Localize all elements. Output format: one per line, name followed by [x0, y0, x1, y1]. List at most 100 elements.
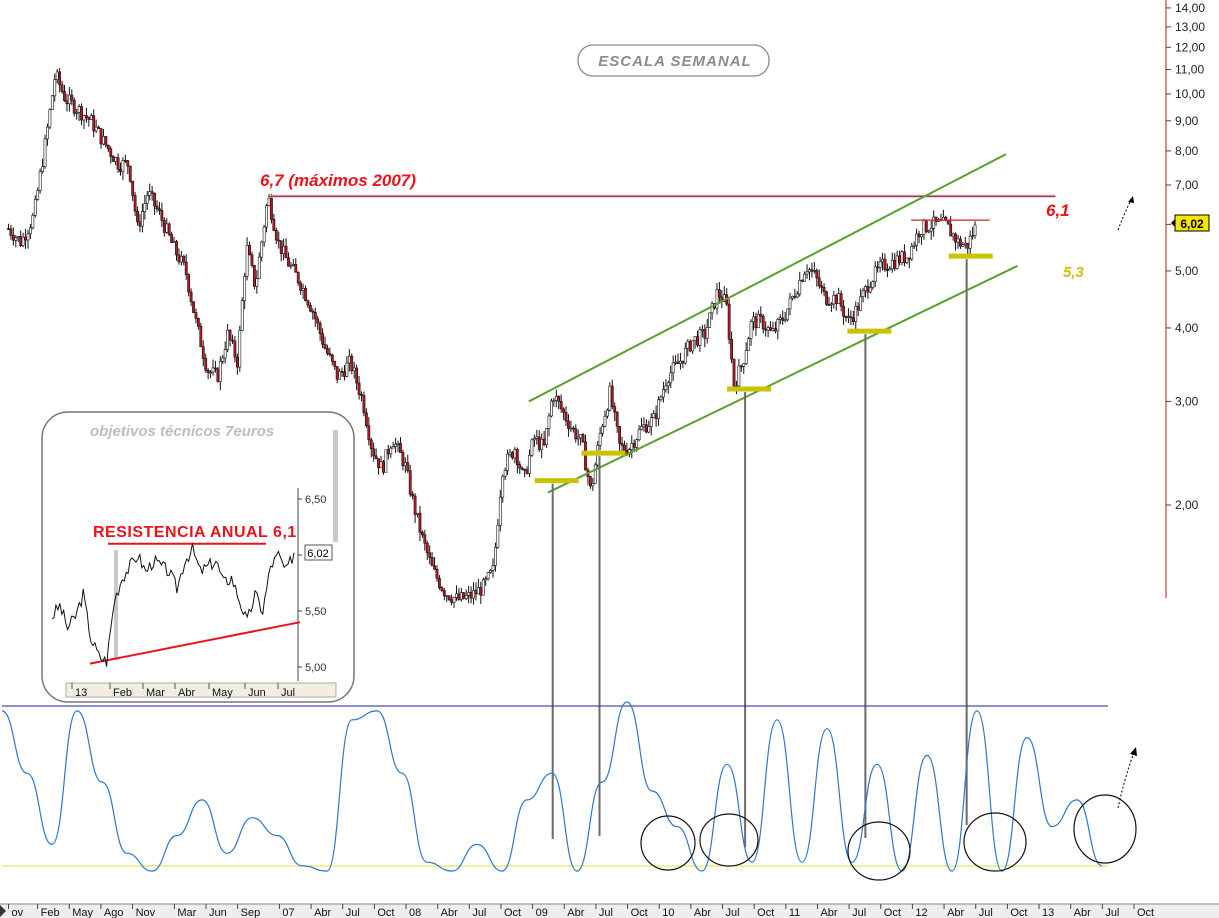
candle-body: [389, 447, 393, 455]
y-tick-label: 9,00: [1175, 114, 1199, 128]
candle-body: [515, 449, 519, 465]
candle-body: [954, 233, 957, 243]
candle-body: [837, 293, 841, 304]
candle-body: [788, 297, 792, 310]
candle-body: [847, 316, 850, 318]
x-tick-label: Jun: [209, 907, 227, 918]
candle-body: [640, 425, 643, 431]
candle-body: [48, 109, 52, 128]
candle-body: [406, 462, 410, 472]
candle-body: [133, 195, 137, 212]
candle-body: [676, 361, 680, 364]
candle-body: [21, 236, 25, 246]
candle-body: [296, 272, 300, 284]
candle-body: [226, 329, 230, 350]
inset-marker-bar: [114, 550, 118, 660]
candle-body: [489, 570, 492, 573]
y-tick-label: 7,00: [1175, 178, 1199, 192]
candle-body: [250, 254, 254, 266]
candle-body: [150, 191, 154, 194]
candle-body: [664, 385, 668, 390]
candle-body: [657, 399, 660, 420]
projection-arrowhead-main: [1128, 196, 1134, 203]
candle-body: [518, 464, 522, 469]
candle-body: [335, 366, 339, 380]
candle-body: [413, 495, 417, 515]
x-tick-label: Abr: [567, 907, 584, 918]
candle-body: [394, 443, 398, 447]
candle-body: [82, 115, 86, 121]
candle-body: [476, 587, 480, 595]
candle-body: [85, 115, 88, 118]
projection-arrow-main: [1117, 199, 1132, 231]
candle-body: [87, 117, 91, 120]
candle-body: [374, 455, 378, 459]
oscillator-circle: [640, 815, 696, 871]
candle-body: [883, 258, 887, 270]
candle-body: [540, 438, 544, 450]
candle-body: [182, 256, 186, 263]
x-tick-label: 08: [409, 907, 421, 918]
recent-high-label: 6,1: [1046, 201, 1070, 220]
candle-body: [175, 241, 178, 256]
candle-body: [496, 525, 500, 548]
candle-body: [754, 316, 758, 329]
candle-body: [498, 496, 502, 526]
candle-body: [408, 470, 412, 495]
candle-body: [162, 220, 166, 233]
candle-body: [696, 336, 699, 346]
inset-x-tick-label: May: [212, 687, 233, 699]
x-tick-label: Nov: [136, 907, 156, 918]
candle-body: [771, 328, 775, 331]
candle-body: [922, 219, 926, 235]
candle-body: [920, 234, 923, 238]
candle-body: [632, 442, 636, 448]
candle-body: [545, 428, 548, 446]
channel-lower-line: [547, 264, 1018, 494]
candle-body: [693, 336, 697, 341]
candle-body: [255, 278, 259, 287]
candle-body: [262, 226, 266, 243]
candle-body: [50, 95, 54, 110]
y-tick-label: 3,00: [1175, 394, 1199, 408]
x-tick-label: Abr: [947, 907, 964, 918]
candle-body: [615, 411, 619, 427]
candle-body: [121, 160, 125, 172]
candle-body: [530, 439, 534, 456]
candle-body: [844, 316, 848, 318]
candle-body: [630, 442, 634, 450]
candle-body: [608, 385, 612, 411]
candle-body: [769, 327, 772, 331]
candle-body: [749, 321, 753, 339]
candle-body: [7, 228, 10, 230]
candle-body: [873, 266, 877, 282]
x-axis: ov Feb May Ago Nov Mar Jun Sep 07 Abr Jul Oct 08 Abr J…: [8, 904, 1154, 918]
price-panel: [7, 67, 1137, 847]
candle-body: [598, 432, 602, 446]
candle-body: [868, 287, 872, 293]
candle-body: [158, 208, 161, 211]
candle-body: [898, 255, 901, 264]
candle-body: [221, 357, 225, 362]
candle-body: [737, 365, 741, 387]
candle-body: [623, 444, 626, 451]
candle-body: [187, 274, 191, 293]
x-tick-label: Oct: [1010, 907, 1027, 918]
candle-body: [24, 236, 27, 241]
candle-body: [94, 126, 98, 132]
inset-scrollbar[interactable]: [333, 430, 338, 542]
candle-body: [170, 234, 174, 243]
candle-body: [114, 157, 118, 162]
candle-body: [783, 319, 787, 322]
candle-body: [313, 311, 317, 320]
candle-body: [245, 245, 249, 277]
candle-body: [774, 328, 777, 332]
candle-body: [552, 400, 556, 402]
scroll-left-icon[interactable]: [0, 905, 6, 917]
x-tick-label: Sep: [241, 907, 261, 918]
inset-x-tick-label: Feb: [113, 687, 132, 699]
candle-body: [459, 592, 463, 600]
candle-body: [440, 587, 444, 591]
candle-body: [864, 286, 867, 292]
candle-body: [649, 417, 653, 428]
